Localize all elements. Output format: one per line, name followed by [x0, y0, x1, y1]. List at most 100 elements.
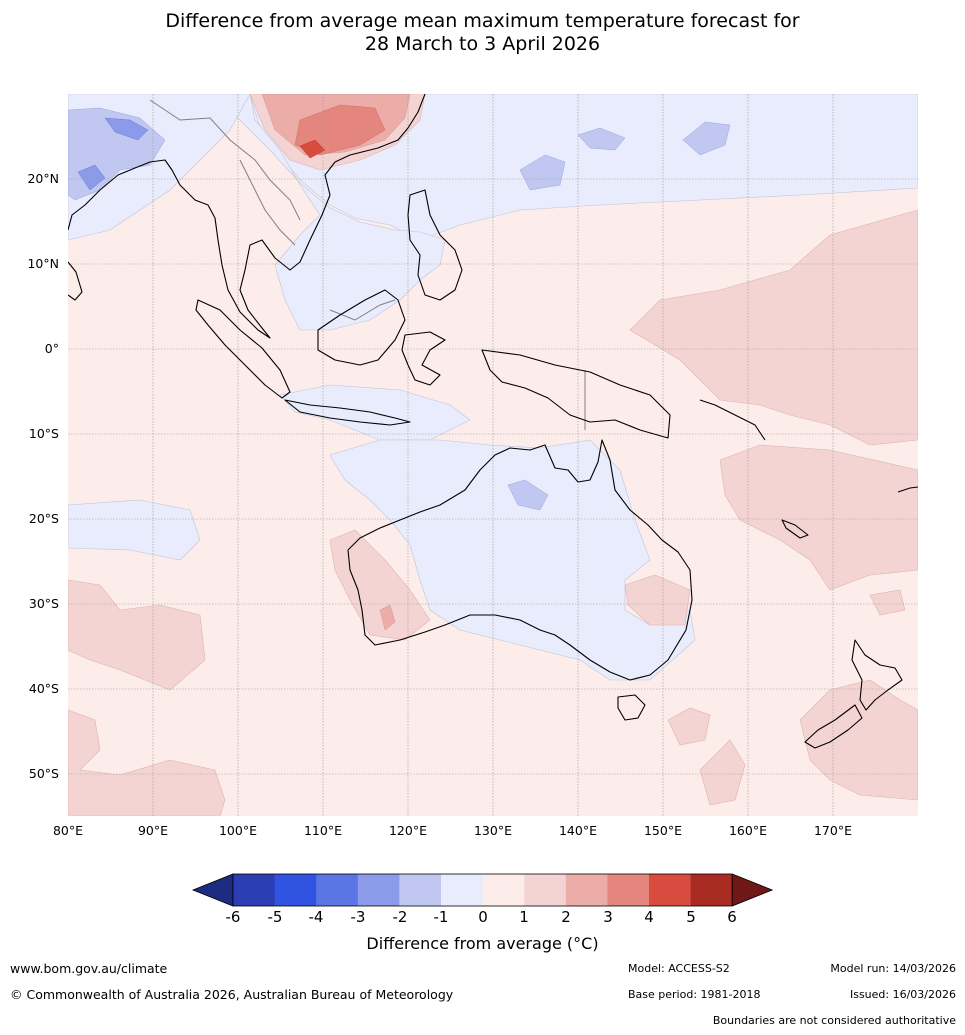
lon-labels: 80°E 90°E 100°E 110°E 120°E 130°E 140°E …: [53, 823, 852, 838]
anomaly-region-cool-australia: [329, 439, 696, 681]
lon-label: 170°E: [814, 823, 852, 838]
colorbar-tick-label: 4: [644, 908, 654, 926]
gridlines: [68, 94, 918, 816]
colorbar-tick-label: 5: [686, 908, 696, 926]
anomaly-region-warm-southern-ocean: [68, 709, 226, 816]
lon-label: 80°E: [53, 823, 83, 838]
colorbar-tick-label: -2: [393, 908, 408, 926]
anomaly-patch-minus3-a: [104, 117, 149, 141]
coast-sumatra: [195, 299, 291, 399]
colorbar: [191, 873, 774, 907]
map-area: [68, 94, 918, 816]
lat-labels: 20°N 10°N 0° 10°S 20°S 30°S 40°S 50°S: [27, 171, 59, 781]
colorbar-segment: [482, 874, 525, 906]
anomaly-region-warm-tasman-c: [869, 589, 906, 616]
coast-solomons: [699, 399, 766, 441]
lon-label: 130°E: [474, 823, 512, 838]
model-run-text: Model run: 14/03/2026: [830, 962, 956, 975]
anomaly-patch-plus5-china: [299, 139, 326, 159]
coast-java: [284, 399, 411, 426]
copyright-text: © Commonwealth of Australia 2026, Austra…: [10, 987, 454, 1002]
anomaly-patch-plus3-wa: [379, 604, 396, 631]
lat-label: 10°S: [29, 426, 59, 441]
colorbar-tick-label: -6: [226, 908, 241, 926]
coast-borneo: [317, 289, 406, 366]
colorbar-segment: [690, 874, 733, 906]
colorbar-label: Difference from average (°C): [366, 934, 599, 953]
anomaly-region-warm-west-aus: [329, 529, 431, 641]
anomaly-region-warm-pacific: [629, 209, 918, 446]
coast-new-guinea: [481, 349, 671, 439]
anomaly-patch-minus2-c: [577, 127, 626, 151]
lat-label: 50°S: [29, 766, 59, 781]
title-line-1: Difference from average mean maximum tem…: [165, 10, 800, 32]
website-link[interactable]: www.bom.gov.au/climate: [10, 961, 168, 976]
colorbar-extend-low: [191, 873, 234, 907]
base-period-text: Base period: 1981-2018: [628, 988, 761, 1001]
coast-philippines: [407, 189, 463, 301]
anomaly-region-warm-tasman: [799, 679, 918, 801]
anomaly-patch-minus2-b: [519, 154, 566, 191]
lat-label: 0°: [45, 341, 59, 356]
colorbar-segment: [357, 874, 400, 906]
coast-australia: [347, 439, 693, 681]
coast-tasmania: [617, 694, 646, 721]
lon-label: 150°E: [644, 823, 682, 838]
coast-new-caledonia: [781, 519, 809, 539]
colorbar-tick-label: 0: [478, 908, 488, 926]
lat-label: 10°N: [27, 256, 59, 271]
map-title: Difference from average mean maximum tem…: [0, 10, 965, 56]
anomaly-region-warm-tasman-b: [667, 707, 711, 746]
colorbar-tick-label: 6: [727, 908, 737, 926]
colorbar-segment: [441, 874, 484, 906]
colorbar-tick-label: -1: [434, 908, 449, 926]
anomaly-patch-minus3-b: [77, 164, 106, 191]
colorbar-segment: [649, 874, 692, 906]
colorbar-segment: [399, 874, 442, 906]
anomaly-patch-minus2-d: [682, 121, 731, 156]
coast-sulawesi: [401, 331, 446, 386]
country-borders: [149, 99, 586, 430]
colorbar-tick-label: -3: [351, 908, 366, 926]
lon-label: 140°E: [559, 823, 597, 838]
lat-label: 30°S: [29, 596, 59, 611]
colorbar-segment: [316, 874, 359, 906]
lon-label: 120°E: [389, 823, 427, 838]
lon-label: 100°E: [219, 823, 257, 838]
colorbar-tick-label: -5: [268, 908, 283, 926]
colorbar-segment: [607, 874, 650, 906]
colorbar-segment: [524, 874, 567, 906]
colorbar-segment: [274, 874, 317, 906]
colorbar-tick-label: 3: [603, 908, 613, 926]
coast-fiji: [897, 486, 918, 493]
colorbar-segment: [233, 874, 276, 906]
disclaimer-text: Boundaries are not considered authoritat…: [712, 1014, 956, 1027]
coast-asia: [68, 94, 426, 339]
model-text: Model: ACCESS-S2: [628, 962, 730, 975]
coast-nz-north: [851, 639, 903, 711]
anomaly-patch-minus2-e: [507, 479, 549, 511]
coast-india: [68, 261, 83, 301]
colorbar-ticks: -6 -5 -4 -3 -2 -1 0 1 2 3 4 5 6: [226, 908, 737, 926]
colorbar-extend-high: [731, 873, 774, 907]
anomaly-region-warm-south-b: [699, 739, 746, 806]
title-line-2: 28 March to 3 April 2026: [364, 33, 601, 55]
anomaly-region-warm-nsw: [624, 574, 691, 626]
colorbar-outline: [232, 873, 733, 907]
lon-label: 110°E: [304, 823, 342, 838]
coastlines: [68, 94, 918, 749]
issued-text: Issued: 16/03/2026: [849, 988, 956, 1001]
lat-label: 20°N: [27, 171, 59, 186]
colorbar-tick-label: 1: [519, 908, 529, 926]
anomaly-region-warm-south-indian: [68, 579, 206, 691]
anomaly-region-cool-indian: [68, 499, 201, 561]
colorbar-segment: [565, 874, 608, 906]
lat-label: 20°S: [29, 511, 59, 526]
colorbar-tick-label: -4: [309, 908, 324, 926]
coast-nz-south: [804, 704, 863, 749]
lon-label: 160°E: [729, 823, 767, 838]
anomaly-region-cool-java: [279, 384, 471, 441]
lon-label: 90°E: [138, 823, 168, 838]
colorbar-tick-label: 2: [561, 908, 571, 926]
